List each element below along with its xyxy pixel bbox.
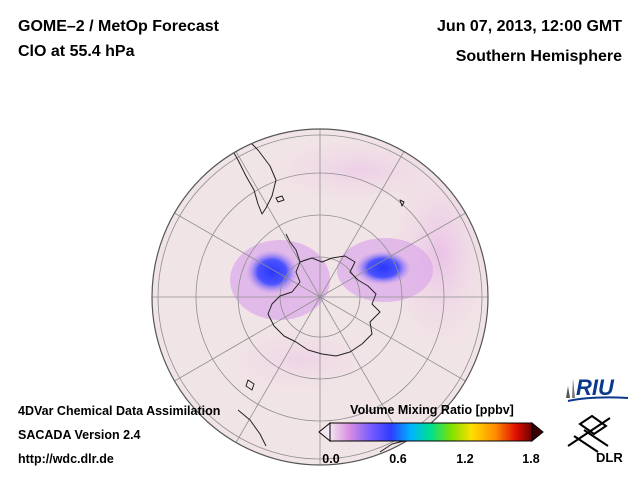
colorbar-tick-1: 0.6	[389, 452, 407, 466]
map-title: GOME–2 / MetOp Forecast	[18, 18, 219, 35]
riu-logo-swoosh	[567, 396, 629, 402]
dlr-logo-text: DLR	[596, 450, 623, 465]
antarctica-coast	[267, 255, 381, 357]
graticule	[152, 129, 488, 465]
small-island-1	[245, 379, 255, 391]
colorbar	[318, 421, 544, 443]
falklands	[275, 195, 285, 203]
riu-logo-mark	[566, 386, 570, 398]
footer-url: http://wdc.dlr.de	[18, 452, 114, 466]
antarctic-peninsula	[285, 233, 301, 263]
clo-hotspot-east	[355, 251, 411, 285]
footer-method: 4DVar Chemical Data Assimilation	[18, 404, 221, 418]
colorbar-title: Volume Mixing Ratio [ppbv]	[350, 403, 514, 417]
colorbar-tick-2: 1.2	[456, 452, 474, 466]
dlr-logo	[567, 414, 611, 453]
colorbar-tick-0: 0.0	[322, 452, 340, 466]
footer-version: SACADA Version 2.4	[18, 428, 141, 442]
hemisphere-label: Southern Hemisphere	[455, 48, 622, 65]
forecast-date: Jun 07, 2013, 12:00 GMT	[437, 18, 622, 35]
africa-coast	[437, 129, 457, 177]
riu-logo-text: RIU	[576, 375, 615, 400]
colorbar-min-arrow	[318, 421, 331, 443]
riu-logo: RIU	[566, 375, 629, 402]
map-subtitle: ClO at 55.4 hPa	[18, 43, 135, 60]
colorbar-max-arrow	[531, 421, 544, 443]
colorbar-gradient	[329, 422, 533, 442]
new-zealand-coast	[237, 409, 267, 447]
colorbar-tick-3: 1.8	[522, 452, 540, 466]
riu-logo-mark-2	[572, 378, 575, 398]
small-island-2	[399, 199, 405, 207]
clo-hotspot-west	[246, 250, 298, 294]
globe-outline	[151, 128, 489, 466]
